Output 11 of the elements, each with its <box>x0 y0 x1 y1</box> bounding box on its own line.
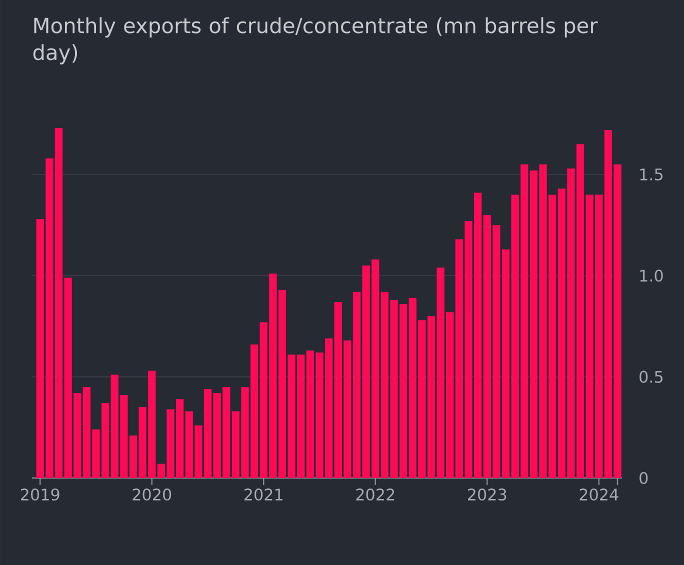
x-tick-label: 2024 <box>580 488 618 501</box>
chart-title: Monthly exports of crude/concentrate (mn barrels per day) <box>33 17 598 64</box>
x-tick-label: 2020 <box>132 488 172 501</box>
x-tick-label: 2023 <box>468 488 506 501</box>
y-tick-label: 1.5 <box>640 168 662 180</box>
y-tick-label: 0 <box>640 472 648 484</box>
x-tick-label: 2019 <box>21 488 60 501</box>
y-tick-label: 0.5 <box>640 370 662 383</box>
y-tick-label: 1.0 <box>640 270 663 282</box>
x-tick-label: 2021 <box>244 488 282 501</box>
x-tick-label: 2022 <box>356 488 394 501</box>
